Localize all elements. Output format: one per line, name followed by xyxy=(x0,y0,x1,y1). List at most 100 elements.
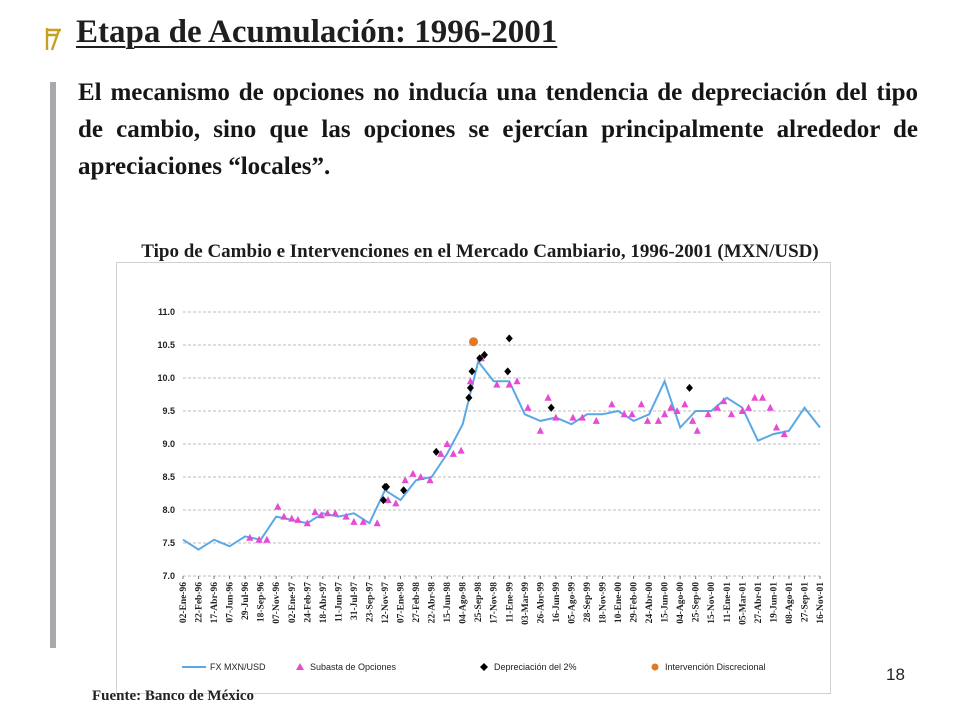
x-tick-label: 18-Nov-99 xyxy=(598,582,608,624)
x-tick-label: 08-Ago-01 xyxy=(785,582,795,624)
option-auction-marker xyxy=(401,476,409,484)
option-auction-marker xyxy=(524,403,532,411)
x-tick-label: 17-Abr-96 xyxy=(210,582,220,624)
option-auction-marker xyxy=(637,400,645,408)
slide-title: Etapa de Acumulación: 1996-2001 xyxy=(76,14,558,50)
source-note: Fuente: Banco de México xyxy=(92,688,255,704)
y-tick-label: 10.5 xyxy=(157,340,175,350)
depreciation-marker xyxy=(468,367,476,376)
option-auction-marker xyxy=(578,413,586,421)
depreciation-marker xyxy=(465,393,473,402)
option-auction-marker xyxy=(384,496,392,504)
option-auction-marker xyxy=(751,393,759,401)
option-auction-marker xyxy=(274,502,282,510)
x-tick-label: 27-Sep-01 xyxy=(800,582,810,622)
option-auction-marker xyxy=(294,515,302,523)
option-auction-marker xyxy=(246,533,254,541)
option-auction-marker xyxy=(417,473,425,480)
x-tick-label: 16-Jun-99 xyxy=(552,582,562,623)
x-tick-label: 11-Ene-99 xyxy=(505,582,515,623)
x-tick-label: 12-Nov-97 xyxy=(381,582,391,624)
x-tick-label: 02-Ene-97 xyxy=(288,582,298,623)
x-tick-label: 24-Abr-00 xyxy=(645,582,655,624)
legend-diamond-swatch xyxy=(480,663,488,671)
legend-label: Subasta de Opciones xyxy=(310,662,397,672)
x-tick-label: 29-Jul-96 xyxy=(241,582,251,620)
option-auction-marker xyxy=(443,440,451,447)
x-tick-label: 29-Feb-00 xyxy=(630,582,640,623)
legend-label: FX MXN/USD xyxy=(210,662,266,672)
x-tick-label: 22-Feb-96 xyxy=(195,582,205,623)
depreciation-marker xyxy=(466,383,474,392)
page-number: 18 xyxy=(886,665,905,684)
option-auction-marker xyxy=(681,400,689,408)
option-auction-marker xyxy=(704,410,712,418)
y-tick-label: 10.0 xyxy=(157,373,175,383)
option-auction-marker xyxy=(437,449,445,457)
option-auction-marker xyxy=(608,400,616,408)
x-tick-label: 15-Jun-00 xyxy=(661,582,671,623)
option-auction-marker xyxy=(758,393,767,401)
y-tick-label: 9.5 xyxy=(162,406,175,416)
x-tick-label: 07-Jun-96 xyxy=(226,582,236,623)
y-tick-label: 7.5 xyxy=(162,538,175,548)
x-tick-label: 04-Ago-00 xyxy=(676,582,686,624)
option-auction-marker xyxy=(643,416,652,424)
option-auction-marker xyxy=(317,511,325,519)
option-auction-marker xyxy=(373,519,381,527)
depreciation-marker xyxy=(476,354,484,363)
x-tick-label: 25-Sep-98 xyxy=(474,582,484,622)
x-tick-label: 02-Ene-96 xyxy=(179,582,189,623)
x-tick-label: 11-Jun-97 xyxy=(334,582,344,622)
chart-title: Tipo de Cambio e Intervenciones en el Me… xyxy=(141,241,819,262)
option-auction-marker xyxy=(673,407,681,414)
option-auction-marker xyxy=(255,535,263,543)
bullet-icon xyxy=(45,28,61,51)
x-tick-label: 19-Jun-01 xyxy=(769,582,779,623)
option-auction-marker xyxy=(738,407,746,414)
legend-label: Intervención Discrecional xyxy=(665,662,766,672)
option-auction-marker xyxy=(323,509,332,517)
x-tick-label: 10-Ene-00 xyxy=(614,582,624,623)
option-auction-marker xyxy=(661,410,669,418)
exchange-rate-chart: 11.0 10.5 10.0 9.5 9.0 8.5 8.0 7.5 7.0 02-Ene-96 2… xyxy=(157,307,826,672)
y-tick-label: 8.0 xyxy=(162,505,175,515)
x-tick-label: 07-Nov-96 xyxy=(272,582,282,624)
option-auction-marker xyxy=(744,403,753,411)
x-tick-label: 17-Nov-98 xyxy=(490,582,500,624)
x-tick-label: 18-Sep-96 xyxy=(257,582,267,622)
y-tick-label: 7.0 xyxy=(162,571,175,581)
depreciation-marker xyxy=(432,447,440,456)
option-auction-marker xyxy=(628,410,636,418)
x-tick-label: 05-Mar-01 xyxy=(738,582,748,625)
x-tick-label: 04-Ago-98 xyxy=(459,582,469,624)
option-auction-marker xyxy=(288,514,296,522)
option-auction-marker xyxy=(392,499,400,507)
option-auction-marker xyxy=(359,517,367,525)
option-auction-marker xyxy=(493,380,501,388)
option-auction-marker xyxy=(689,416,697,424)
x-tick-label: 15-Jun-98 xyxy=(443,582,453,623)
option-auction-marker xyxy=(466,377,475,385)
option-auction-marker xyxy=(331,509,339,517)
option-auction-marker xyxy=(449,449,457,457)
y-tick-label: 11.0 xyxy=(158,307,175,317)
x-tick-label: 18-Abr-97 xyxy=(319,582,329,624)
option-auction-marker xyxy=(280,512,288,520)
depreciation-marker xyxy=(379,496,387,505)
option-auction-marker xyxy=(727,410,736,418)
option-auction-marker xyxy=(536,426,544,434)
x-tick-label: 05-Ago-99 xyxy=(567,582,577,624)
chart-frame xyxy=(116,262,831,694)
y-tick-label: 8.5 xyxy=(162,472,175,482)
option-auction-marker xyxy=(350,517,358,525)
x-tick-label: 23-Sep-97 xyxy=(365,582,375,622)
option-auction-marker xyxy=(766,403,774,411)
depreciation-marker xyxy=(480,350,488,359)
x-tick-label: 07-Ene-98 xyxy=(397,582,407,623)
option-auction-marker xyxy=(544,393,552,401)
option-auction-marker xyxy=(409,469,417,477)
option-auction-marker xyxy=(457,446,465,454)
option-auction-marker xyxy=(713,403,722,411)
option-auction-marker xyxy=(780,430,788,438)
